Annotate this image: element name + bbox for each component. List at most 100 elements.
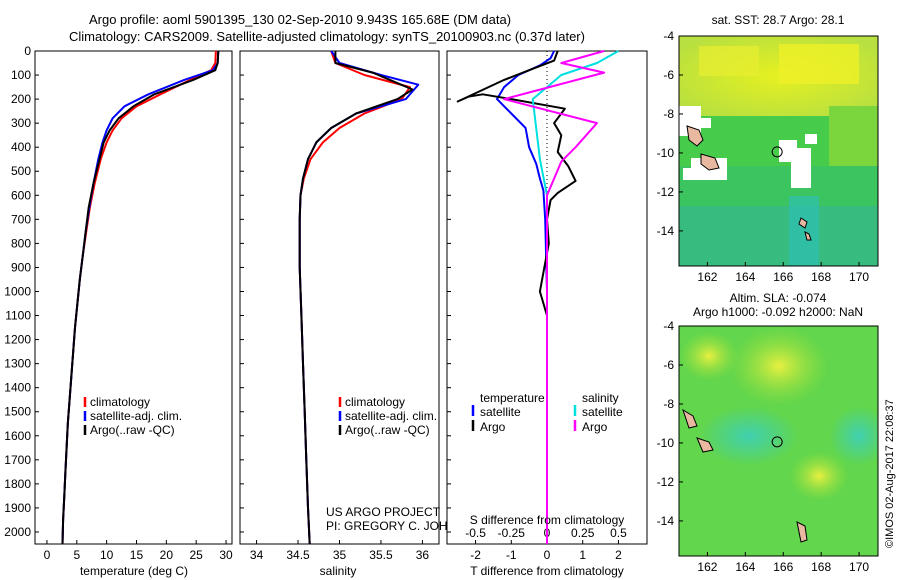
sst-map-title: sat. SST: 28.7 Argo: 28.1 <box>712 13 845 27</box>
salinity-xlabel: salinity <box>320 564 357 578</box>
lon-tick-label: 164 <box>735 560 755 574</box>
y-tick-label: 1300 <box>4 357 31 371</box>
sla-field-yellow-blob <box>679 331 739 381</box>
legend-label-t-satellite: satellite <box>480 405 521 419</box>
temperature-legend: climatology satellite-adj. clim. Argo(..… <box>83 395 182 437</box>
x-tick-label: 36 <box>416 548 430 562</box>
y-tick-label: 1800 <box>4 477 31 491</box>
lat-tick-label: -10 <box>657 146 675 160</box>
lon-tick-label: 162 <box>697 270 717 284</box>
y-tick-label: 0 <box>24 44 31 58</box>
x-tick-label: 30 <box>219 548 233 562</box>
y-tick-label: 600 <box>11 188 31 202</box>
sst-field-right-green <box>829 106 878 166</box>
y-tick-label: 900 <box>11 260 31 274</box>
legend-header-temperature: temperature <box>480 391 545 405</box>
legend-label-t-argo: Argo <box>480 420 506 434</box>
series-line-salinity-satellite <box>531 50 619 544</box>
sla-map: Altim. SLA: -0.074 Argo h1000: -0.092 h2… <box>657 291 879 574</box>
x-tick-label: -2 <box>470 548 481 562</box>
x-tick-label: -1 <box>506 548 517 562</box>
difference-legend: temperature salinity satellite Argo sate… <box>471 391 623 434</box>
sst-map-frame <box>678 35 879 267</box>
x-tick-label: 25 <box>190 548 204 562</box>
temperature-axes-frame <box>34 50 233 545</box>
sla-map-subtitle: Argo h1000: -0.092 h2000: NaN <box>693 305 863 319</box>
sst-field-teal <box>679 206 878 266</box>
x-tick-label: 34.5 <box>286 548 310 562</box>
lat-tick-label: -4 <box>663 29 674 43</box>
figure-title-line1: Argo profile: aoml 5901395_130 02-Sep-20… <box>89 12 511 27</box>
y-tick-label: 800 <box>11 236 31 250</box>
sst-field-yellow-patch <box>779 44 859 84</box>
lat-tick-label: -6 <box>663 358 674 372</box>
lat-tick-label: -12 <box>657 475 675 489</box>
s-tick-label: -0.5 <box>465 526 486 540</box>
salinity-legend-label-satellite-adj: satellite-adj. clim. <box>345 409 437 423</box>
salinity-legend: climatology satellite-adj. clim. Argo(..… <box>338 395 437 437</box>
legend-label-s-argo: Argo <box>582 420 608 434</box>
difference-panel: -2 -1 0 1 2-0.5 -0.25 0 0.25 0.5 temperature sal… <box>446 50 648 578</box>
y-tick-label: 700 <box>11 212 31 226</box>
lat-tick-label: -4 <box>663 319 674 333</box>
y-tick-label: 1600 <box>4 429 31 443</box>
lon-tick-label: 168 <box>811 270 831 284</box>
sst-map: sat. SST: 28.7 Argo: 28.1 <box>657 13 879 284</box>
s-tick-label: -0.25 <box>498 526 526 540</box>
figure-title-line2: Climatology: CARS2009. Satellite-adjuste… <box>69 29 585 44</box>
lon-tick-label: 166 <box>773 560 793 574</box>
sst-cloud-mask <box>679 106 817 188</box>
y-tick-label: 1700 <box>4 453 31 467</box>
s-difference-label: S difference from climatology <box>470 513 625 527</box>
x-tick-label: 20 <box>160 548 174 562</box>
y-tick-label: 1100 <box>5 309 31 323</box>
x-tick-label: 15 <box>130 548 144 562</box>
temperature-panel: 0100200300400500600700800900100011001200… <box>4 44 233 578</box>
lat-tick-label: -8 <box>663 107 674 121</box>
temperature-legend-label-argo: Argo(..raw -QC) <box>90 423 175 437</box>
temperature-xlabel: temperature (deg C) <box>80 564 188 578</box>
s-tick-label: 0.5 <box>610 526 627 540</box>
legend-header-salinity: salinity <box>582 391 619 405</box>
temperature-legend-label-climatology: climatology <box>90 395 150 409</box>
lon-tick-label: 164 <box>735 270 755 284</box>
y-tick-label: 1200 <box>4 333 31 347</box>
pi-annotation: PI: GREGORY C. JOHNSON <box>326 519 482 533</box>
argo-position-marker <box>771 146 783 158</box>
sst-field-yellow-patch <box>699 46 759 76</box>
y-tick-label: 300 <box>11 116 31 130</box>
y-tick-label: 1000 <box>4 284 31 298</box>
temperature-legend-label-satellite-adj: satellite-adj. clim. <box>90 409 182 423</box>
lat-tick-label: -10 <box>657 436 675 450</box>
y-tick-label: 200 <box>11 92 31 106</box>
salinity-legend-label-climatology: climatology <box>345 395 405 409</box>
lat-tick-label: -6 <box>663 68 674 82</box>
y-tick-label: 2000 <box>4 525 31 539</box>
salinity-axes-frame <box>239 50 440 545</box>
project-annotation: US ARGO PROJECT <box>326 505 441 519</box>
series-line-salinity-argo <box>503 50 606 544</box>
argo-position-marker <box>771 436 783 448</box>
imos-timestamp-stamp: ©IMOS 02-Aug-2017 22:08:37 <box>884 399 896 548</box>
sla-field-yellow-blob <box>789 451 849 501</box>
series-line-argo-raw-qc- <box>61 50 220 545</box>
sla-field-yellow-blob <box>729 326 829 406</box>
lon-tick-label: 170 <box>849 270 869 284</box>
y-tick-label: 500 <box>11 164 31 178</box>
sla-field-cyan-blob <box>829 406 878 466</box>
x-tick-label: 0 <box>44 548 51 562</box>
lat-tick-label: -12 <box>657 185 675 199</box>
lon-tick-label: 166 <box>773 270 793 284</box>
x-tick-label: 35 <box>333 548 347 562</box>
x-tick-label: 0 <box>544 548 551 562</box>
lon-tick-label: 168 <box>811 560 831 574</box>
x-tick-label: 1 <box>579 548 586 562</box>
y-tick-label: 1900 <box>4 501 31 515</box>
y-tick-label: 100 <box>11 68 31 82</box>
legend-label-s-satellite: satellite <box>582 405 623 419</box>
lat-tick-label: -14 <box>657 224 675 238</box>
sla-map-frame <box>678 325 879 557</box>
x-tick-label: 34 <box>250 548 264 562</box>
lat-tick-label: -8 <box>663 397 674 411</box>
t-difference-label: T difference from climatology <box>470 564 624 578</box>
